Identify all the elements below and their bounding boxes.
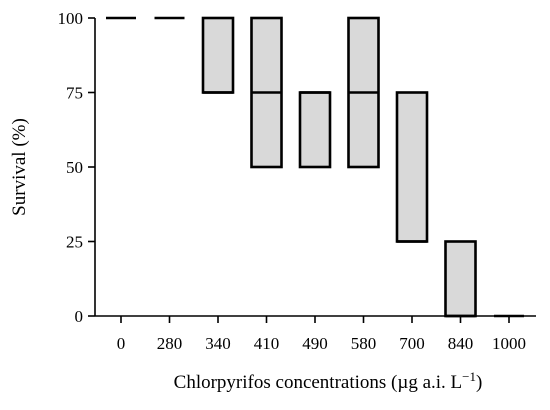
x-tick-label-490: 490 [302,334,328,353]
x-tick-label-580: 580 [351,334,377,353]
box-body-840 [444,240,477,318]
y-tick-label-50: 50 [66,158,83,177]
x-axis: 0 280 340 410 490 580 700 840 1000 [95,315,536,353]
box-490 [298,91,332,169]
x-tick-label-0: 0 [117,334,126,353]
y-axis-title: Survival (%) [9,118,30,216]
x-axis-title: Chlorpyrifos concentrations (µg a.i. L−1… [174,369,483,393]
box-700 [395,91,429,243]
x-axis-title-tail: ) [476,372,482,393]
y-axis: 0 25 50 75 100 [58,9,96,326]
x-tick-label-280: 280 [157,334,183,353]
x-tick-label-410: 410 [254,334,280,353]
box-body-340 [201,16,235,94]
x-axis-title-superscript: −1 [462,369,476,384]
y-tick-label-100: 100 [58,9,84,28]
box-body-700 [395,91,429,243]
x-tick-label-1000: 1000 [492,334,526,353]
box-840 [444,240,477,318]
x-tick-label-840: 840 [448,334,474,353]
box-body-490 [298,91,332,169]
box-580 [347,16,380,169]
plot-area [106,16,524,318]
x-tick-label-700: 700 [399,334,425,353]
box-340 [201,16,235,94]
x-axis-title-main: Chlorpyrifos concentrations (µg a.i. L [174,372,463,393]
box-410 [250,16,283,169]
x-tick-label-340: 340 [205,334,231,353]
y-tick-label-0: 0 [75,307,84,326]
y-tick-label-25: 25 [66,233,83,252]
y-tick-label-75: 75 [66,84,83,103]
